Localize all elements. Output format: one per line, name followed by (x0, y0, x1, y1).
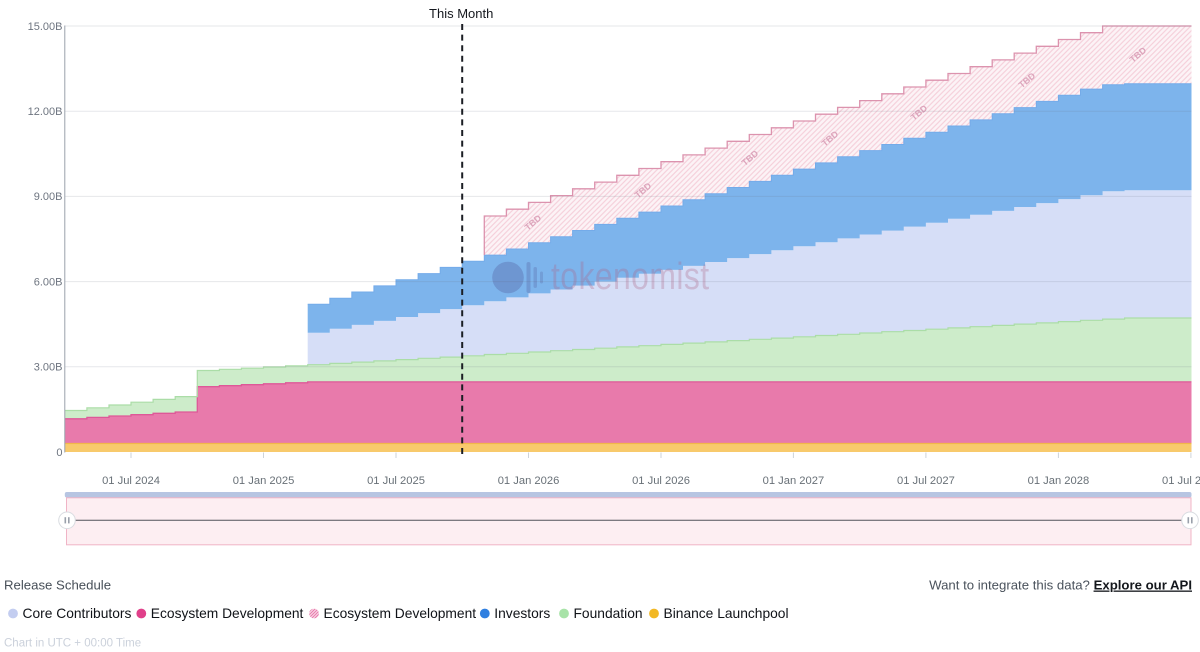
svg-text:01 Jan 2028: 01 Jan 2028 (1028, 475, 1090, 487)
svg-text:3.00B: 3.00B (34, 362, 63, 374)
svg-text:Chart in UTC + 00:00 Time: Chart in UTC + 00:00 Time (4, 638, 141, 650)
svg-text:tokenomist: tokenomist (551, 255, 709, 297)
svg-text:01 Jul 2024: 01 Jul 2024 (102, 475, 160, 487)
svg-text:Binance Launchpool: Binance Launchpool (664, 606, 789, 621)
svg-text:9.00B: 9.00B (34, 191, 63, 203)
svg-text:01 Jan 2027: 01 Jan 2027 (763, 475, 825, 487)
svg-text:12.00B: 12.00B (28, 106, 63, 118)
svg-text:01 Jul 2025: 01 Jul 2025 (367, 475, 425, 487)
svg-text:0: 0 (56, 447, 62, 459)
svg-text:Ecosystem Development: Ecosystem Development (324, 606, 477, 621)
svg-text:Ecosystem Development: Ecosystem Development (151, 606, 304, 621)
svg-text:15.00B: 15.00B (28, 21, 63, 33)
svg-text:Investors: Investors (494, 606, 550, 621)
svg-text:Foundation: Foundation (574, 606, 643, 621)
svg-text:01 Jul 2026: 01 Jul 2026 (632, 475, 690, 487)
svg-text:Core Contributors: Core Contributors (23, 606, 132, 621)
svg-text:Release Schedule: Release Schedule (4, 578, 111, 593)
svg-text:6.00B: 6.00B (34, 276, 63, 288)
svg-text:01 Jul 2027: 01 Jul 2027 (897, 475, 955, 487)
svg-text:Want to integrate this data? E: Want to integrate this data? Explore our… (929, 578, 1192, 593)
svg-text:This Month: This Month (429, 6, 493, 21)
svg-text:01 Jan 2026: 01 Jan 2026 (498, 475, 560, 487)
svg-text:01 Jan 2025: 01 Jan 2025 (233, 475, 295, 487)
svg-text:01 Jul 2028: 01 Jul 2028 (1162, 475, 1200, 487)
